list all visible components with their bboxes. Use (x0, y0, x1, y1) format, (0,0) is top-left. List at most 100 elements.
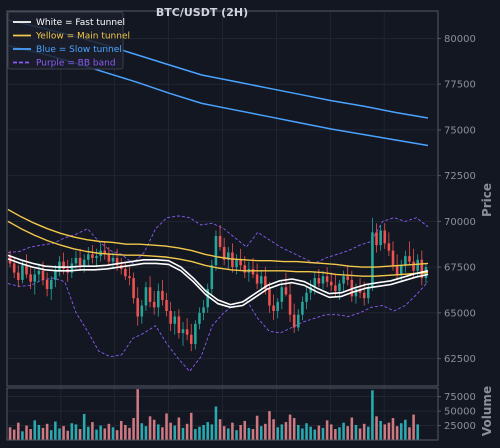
price-tick-label: 80000 (444, 34, 476, 45)
fast-tunnel-upper-line (7, 254, 429, 306)
volume-tick-labels: 25000 50000 75000 (438, 392, 476, 432)
volume-bar (399, 423, 403, 440)
candle-body (140, 305, 144, 317)
volume-bar (301, 428, 304, 440)
candle-body (218, 236, 222, 247)
volume-bar (33, 420, 37, 440)
volume-bar (189, 412, 193, 440)
candle-body (292, 314, 296, 328)
candle-body (404, 256, 407, 266)
candle-body (70, 263, 74, 273)
volume-bar (70, 423, 74, 440)
volume-bar (325, 420, 329, 440)
candle-body (41, 270, 45, 280)
volume-bar (140, 423, 144, 440)
volume-bar (264, 423, 267, 440)
candle-body (264, 276, 267, 290)
candle-body (62, 261, 65, 269)
candle-body (255, 274, 259, 284)
candle-body (74, 257, 78, 264)
volume-bar (119, 420, 123, 440)
candle-body (227, 252, 230, 260)
volume-bar (358, 428, 362, 440)
volume-bar (62, 426, 65, 440)
legend: White = Fast tunnel Yellow = Main tunnel B… (7, 11, 130, 70)
candle-body (165, 300, 168, 311)
volume-bar (82, 414, 86, 440)
volume-bar (173, 425, 177, 440)
volume-tick-label: 75000 (444, 392, 476, 403)
volume-bar (367, 426, 370, 440)
volume-bar (412, 414, 415, 440)
candle-body (45, 279, 49, 290)
volume-bar (181, 427, 185, 440)
candle-body (82, 259, 86, 266)
legend-label: Blue = Slow tunnel (36, 45, 122, 55)
candle-body (288, 294, 292, 315)
volume-axis-label: Volume (480, 386, 494, 436)
volume-bar (259, 426, 263, 440)
legend-box (7, 11, 124, 70)
candle-body (152, 301, 156, 308)
volume-bar (29, 429, 32, 440)
candles (8, 217, 428, 352)
candle-body (49, 279, 53, 290)
candle-body (391, 250, 395, 266)
candle-body (329, 281, 333, 286)
candle-body (210, 265, 214, 290)
volume-bar (54, 421, 57, 440)
candle-body (54, 270, 57, 280)
legend-label: Purple = BB band (36, 59, 116, 69)
candle-body (321, 276, 325, 284)
candle-body (371, 232, 374, 288)
volume-bar (41, 427, 45, 440)
volume-bar (227, 428, 230, 440)
volume-bar (408, 427, 411, 440)
candle-body (21, 265, 24, 280)
volume-bar (87, 426, 90, 440)
volume-bar (95, 429, 98, 440)
candle-body (272, 305, 275, 311)
volume-bar (362, 423, 366, 440)
volume-bar (17, 422, 20, 440)
volume-bar (206, 422, 209, 440)
candle-body (206, 289, 209, 308)
volume-bar (161, 427, 164, 440)
volume-bar (292, 418, 296, 440)
volume-bar (247, 427, 251, 440)
candle-body (251, 268, 255, 275)
candle-body (25, 265, 28, 275)
volume-bar (255, 415, 259, 440)
bb-band-lower-line (7, 277, 429, 373)
candle-body (408, 256, 411, 262)
candle-body (375, 232, 378, 246)
volume-bar (272, 419, 275, 440)
candle-body (173, 316, 177, 324)
volume-bar (288, 414, 292, 440)
candle-body (12, 263, 16, 273)
volume-tick-label: 50000 (444, 407, 476, 418)
candle-body (395, 265, 399, 275)
candle-body (185, 329, 189, 335)
main-tunnel-upper-line (7, 208, 429, 268)
volume-bar (148, 416, 152, 440)
candle-body (107, 254, 111, 262)
volume-bar (371, 390, 374, 440)
volume-bar (334, 429, 337, 440)
volume-bar (243, 420, 247, 440)
volume-bar (132, 418, 135, 440)
price-tick-label: 75000 (444, 125, 476, 136)
volume-bar (383, 424, 387, 440)
candle-body (202, 307, 205, 313)
price-tick-label: 70000 (444, 217, 476, 228)
candle-body (58, 261, 61, 271)
candle-body (78, 257, 82, 266)
volume-bar (297, 424, 300, 440)
volume-bar (111, 427, 115, 440)
candle-body (95, 256, 98, 258)
candle-body (128, 276, 131, 279)
candle-body (301, 301, 304, 315)
volume-bar (169, 422, 172, 440)
volume-bar (251, 429, 255, 440)
